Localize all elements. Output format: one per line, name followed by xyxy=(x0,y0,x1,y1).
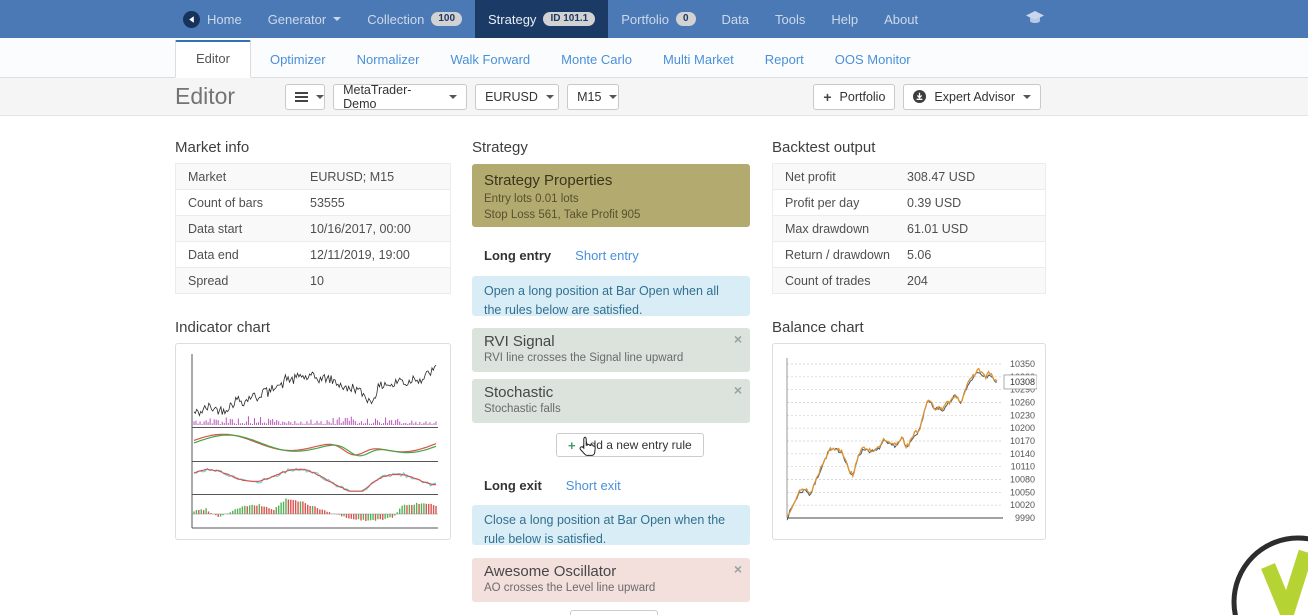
nav-item-generator[interactable]: Generator xyxy=(255,0,355,38)
page-title: Editor xyxy=(175,83,236,109)
rule-slot-rvi-signal[interactable]: × RVI Signal RVI line crosses the Signal l… xyxy=(472,328,750,372)
chevron-down-icon xyxy=(449,94,458,99)
tab-long-exit[interactable]: Long exit xyxy=(484,478,542,493)
tab-monte-carlo[interactable]: Monte Carlo xyxy=(561,52,632,67)
svg-text:9990: 9990 xyxy=(1015,513,1035,523)
close-icon[interactable]: × xyxy=(733,382,742,398)
add-portfolio-button[interactable]: + Portfolio xyxy=(813,83,896,110)
badge: 100 xyxy=(431,12,463,26)
entry-subtabs: Long entry Short entry xyxy=(484,248,639,263)
tab-oos-monitor[interactable]: OOS Monitor xyxy=(834,52,911,67)
nav-item-data[interactable]: Data xyxy=(721,11,749,27)
table-row: Count of trades 204 xyxy=(773,268,1045,294)
svg-text:10230: 10230 xyxy=(1010,410,1035,420)
plus-icon: + xyxy=(568,437,576,453)
svg-text:10290: 10290 xyxy=(1010,385,1035,395)
brand-circle-arrow-icon xyxy=(183,10,200,28)
badge: 0 xyxy=(675,12,696,26)
tab-long-entry[interactable]: Long entry xyxy=(484,248,552,263)
close-icon[interactable]: × xyxy=(733,561,742,577)
add-entry-rule-button[interactable]: + Add a new entry rule xyxy=(556,433,704,457)
market-info-title: Market info xyxy=(175,139,250,156)
tab-editor[interactable]: Editor xyxy=(175,40,251,78)
tab-multi-market[interactable]: Multi Market xyxy=(662,52,734,67)
nav-item-tools[interactable]: Tools xyxy=(774,11,806,27)
close-icon[interactable]: × xyxy=(733,331,742,347)
tab-report[interactable]: Report xyxy=(764,52,804,67)
strategy-title: Strategy xyxy=(472,139,528,156)
market-info-table: Market EURUSD; M15 Count of bars 53555 Data … xyxy=(175,163,451,294)
nav-item-strategy[interactable]: Strategy ID 101.1 xyxy=(475,0,609,38)
tab-optimizer[interactable]: Optimizer xyxy=(269,52,326,67)
period-select[interactable]: M15 xyxy=(567,83,620,110)
svg-text:10140: 10140 xyxy=(1010,449,1035,459)
top-navbar: Home Generator Collection 100 Strategy ID 101… xyxy=(0,0,1308,38)
rule-slot-stochastic[interactable]: × Stochastic Stochastic falls xyxy=(472,379,750,423)
long-exit-info: Close a long position at Bar Open when t… xyxy=(472,505,750,546)
tab-normalizer[interactable]: Normalizer xyxy=(356,52,420,67)
svg-text:10050: 10050 xyxy=(1010,487,1035,497)
graduation-cap-icon[interactable] xyxy=(1026,11,1044,25)
indicator-chart xyxy=(191,354,438,529)
tab-bar: Editor Optimizer Normalizer Walk Forward Mon… xyxy=(0,38,1308,78)
editor-toolbar: Editor MetaTrader-Demo EURUSD M15 + Port… xyxy=(0,78,1308,116)
table-row: Profit per day 0.39 USD xyxy=(773,190,1045,216)
watermark-logo xyxy=(1231,535,1308,615)
table-row: Data end 12/11/2019, 19:00 xyxy=(176,242,450,268)
svg-text:10200: 10200 xyxy=(1010,423,1035,433)
nav-item-collection[interactable]: Collection 100 xyxy=(354,0,475,38)
download-icon xyxy=(913,90,927,103)
table-row: Data start 10/16/2017, 00:00 xyxy=(176,216,450,242)
add-exit-rule-button-partial[interactable] xyxy=(570,610,658,615)
indicator-chart-title: Indicator chart xyxy=(175,319,271,336)
long-entry-info: Open a long position at Bar Open when al… xyxy=(472,276,750,317)
nav-item-home[interactable]: Home xyxy=(170,0,255,38)
table-row: Net profit 308.47 USD xyxy=(773,164,1045,190)
rule-slot-awesome-oscillator[interactable]: × Awesome Oscillator AO crosses the Level … xyxy=(472,558,750,602)
backtest-output-table: Net profit 308.47 USD Profit per day 0.39 U… xyxy=(772,163,1046,294)
chevron-down-icon xyxy=(609,94,618,99)
badge: ID 101.1 xyxy=(543,12,596,26)
expert-advisor-button[interactable]: Expert Advisor xyxy=(903,83,1041,110)
chevron-down-icon xyxy=(333,17,342,21)
svg-text:10350: 10350 xyxy=(1010,359,1035,369)
svg-text:10080: 10080 xyxy=(1010,475,1035,485)
svg-text:10308: 10308 xyxy=(1010,377,1035,387)
nav-item-about[interactable]: About xyxy=(884,11,919,27)
symbol-select[interactable]: EURUSD xyxy=(475,83,560,110)
tab-short-exit[interactable]: Short exit xyxy=(565,478,621,493)
table-row: Max drawdown 61.01 USD xyxy=(773,216,1045,242)
nav-item-help[interactable]: Help xyxy=(831,11,859,27)
svg-text:10170: 10170 xyxy=(1010,436,1035,446)
chevron-down-icon xyxy=(545,94,554,99)
strategy-properties-slot[interactable]: Strategy Properties Entry lots 0.01 lots… xyxy=(472,164,750,227)
indicator-chart-panel xyxy=(175,343,451,540)
table-row: Market EURUSD; M15 xyxy=(176,164,450,190)
hamburger-icon xyxy=(295,91,309,102)
tab-walk-forward[interactable]: Walk Forward xyxy=(450,52,531,67)
svg-text:10110: 10110 xyxy=(1011,462,1035,472)
chevron-down-icon xyxy=(316,94,325,99)
nav-item-portfolio[interactable]: Portfolio 0 xyxy=(608,0,708,38)
account-select[interactable]: MetaTrader-Demo xyxy=(333,83,468,111)
svg-text:10020: 10020 xyxy=(1010,500,1035,510)
svg-text:10260: 10260 xyxy=(1010,398,1035,408)
balance-chart: 9990 10020 10050 10080 10110 10140 10170 10200 1… xyxy=(786,358,1038,523)
table-row: Count of bars 53555 xyxy=(176,190,450,216)
table-row: Return / drawdown 5.06 xyxy=(773,242,1045,268)
chevron-down-icon xyxy=(1023,94,1031,99)
plus-icon: + xyxy=(823,88,832,105)
balance-chart-panel: 9990 10020 10050 10080 10110 10140 10170 10200 1… xyxy=(772,343,1046,540)
balance-chart-title: Balance chart xyxy=(772,319,864,336)
table-row: Spread 10 xyxy=(176,268,450,294)
backtest-output-title: Backtest output xyxy=(772,139,876,156)
strategy-menu-button[interactable] xyxy=(285,83,326,110)
tab-short-entry[interactable]: Short entry xyxy=(575,248,639,263)
exit-subtabs: Long exit Short exit xyxy=(484,478,621,493)
